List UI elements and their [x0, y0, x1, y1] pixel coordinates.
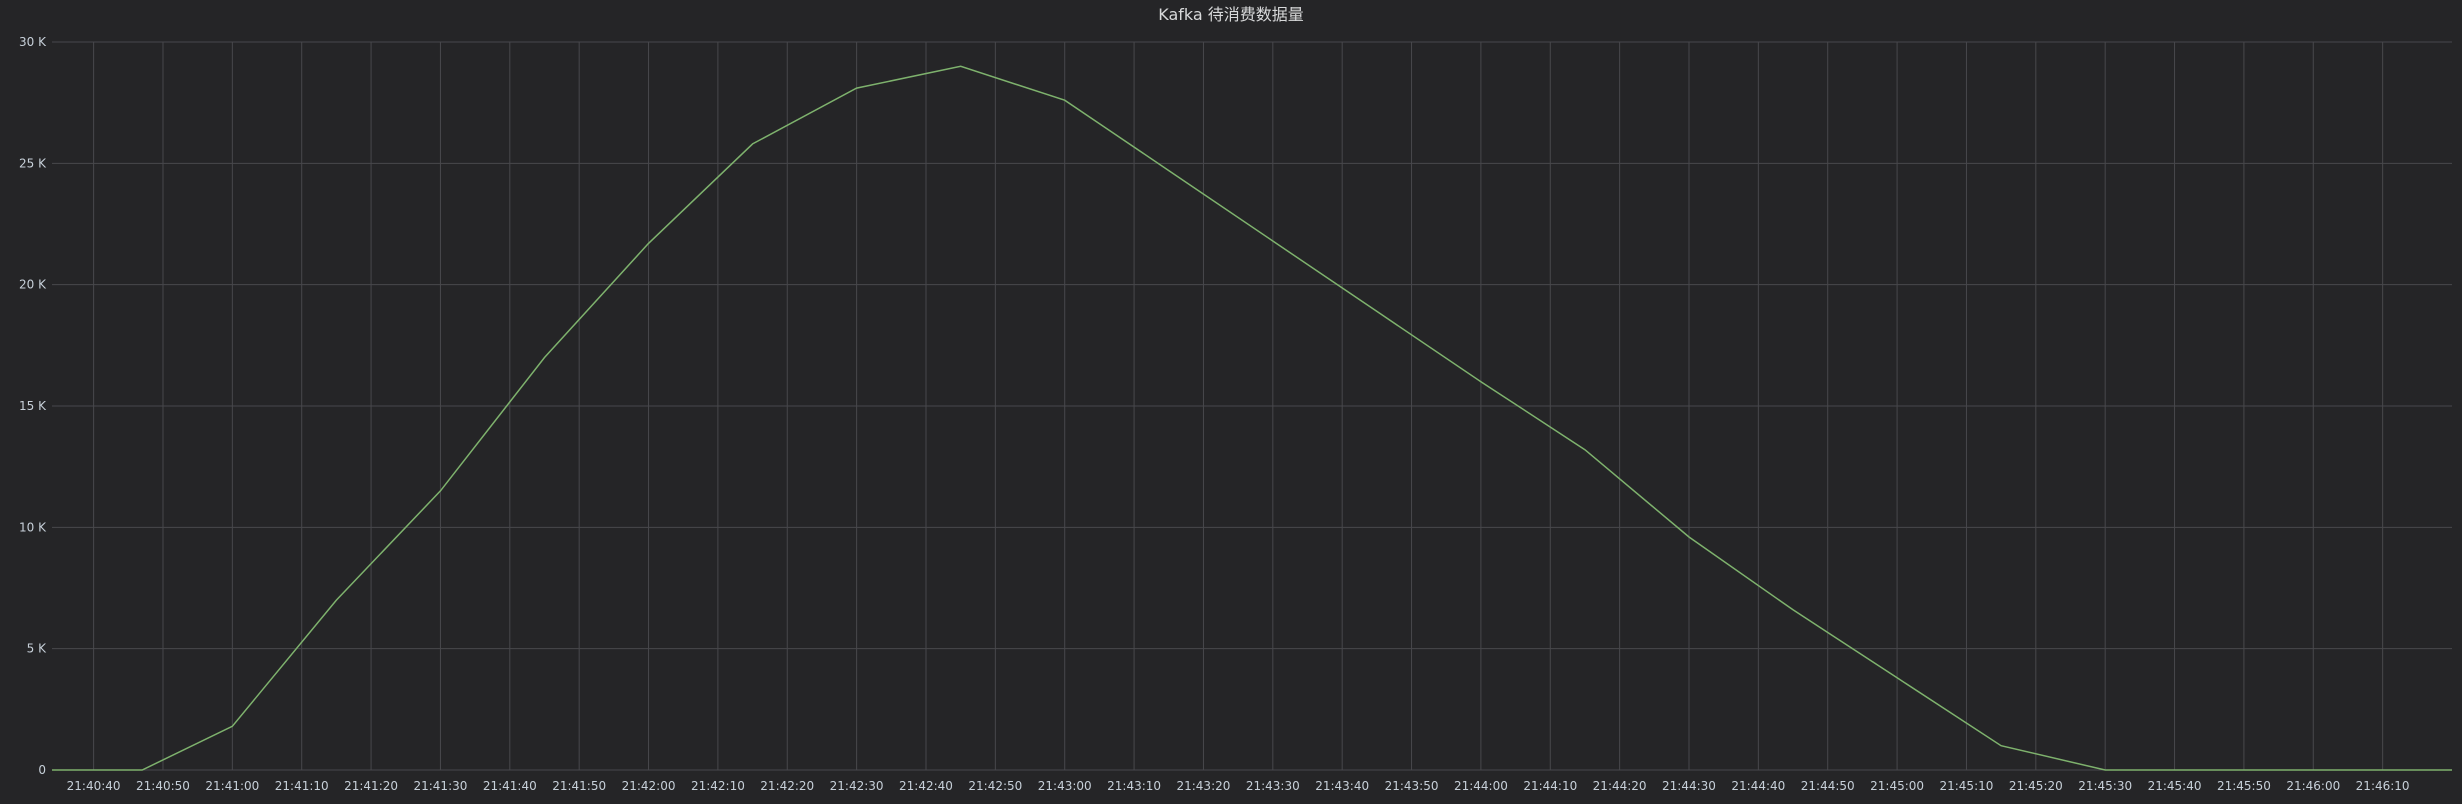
y-axis: 0 5 K 10 K 15 K 20 K 25 K 30 K: [19, 35, 47, 777]
x-tick-label: 21:42:50: [968, 779, 1022, 793]
y-tick-label: 30 K: [19, 35, 47, 49]
x-gridlines: [93, 42, 2384, 770]
x-tick-label: 21:41:00: [205, 779, 259, 793]
x-tick-label: 21:43:30: [1246, 779, 1300, 793]
x-tick-label: 21:43:40: [1315, 779, 1369, 793]
y-tick-label: 0: [38, 763, 46, 777]
x-tick-label: 21:42:00: [622, 779, 676, 793]
x-tick-label: 21:45:30: [2078, 779, 2132, 793]
x-tick-label: 21:44:00: [1454, 779, 1508, 793]
x-tick-label: 21:41:20: [344, 779, 398, 793]
y-tick-label: 15 K: [19, 399, 47, 413]
x-tick-label: 21:41:40: [483, 779, 537, 793]
x-tick-label: 21:46:10: [2356, 779, 2410, 793]
x-tick-label: 21:46:00: [2286, 779, 2340, 793]
y-tick-label: 20 K: [19, 278, 47, 292]
x-tick-label: 21:45:20: [2009, 779, 2063, 793]
x-tick-label: 21:45:10: [1939, 779, 1993, 793]
x-tick-label: 21:43:00: [1038, 779, 1092, 793]
x-tick-label: 21:45:50: [2217, 779, 2271, 793]
x-tick-label: 21:44:40: [1731, 779, 1785, 793]
x-tick-label: 21:45:40: [2148, 779, 2202, 793]
x-tick-label: 21:43:20: [1176, 779, 1230, 793]
x-tick-label: 21:44:30: [1662, 779, 1716, 793]
y-tick-label: 5 K: [27, 642, 47, 656]
chart-title: Kafka 待消费数据量: [1158, 5, 1304, 24]
y-tick-label: 25 K: [19, 156, 47, 170]
y-tick-label: 10 K: [19, 520, 47, 534]
x-tick-label: 21:45:00: [1870, 779, 1924, 793]
x-axis: 21:40:40 21:40:50 21:41:00 21:41:10 21:41:20…: [67, 779, 2410, 793]
x-tick-label: 21:44:20: [1593, 779, 1647, 793]
x-tick-label: 21:44:10: [1523, 779, 1577, 793]
x-tick-label: 21:42:10: [691, 779, 745, 793]
y-gridlines: [52, 41, 2452, 771]
x-tick-label: 21:40:40: [67, 779, 121, 793]
x-tick-label: 21:40:50: [136, 779, 190, 793]
series-line[interactable]: [52, 65, 2452, 771]
x-tick-label: 21:41:10: [275, 779, 329, 793]
x-tick-label: 21:42:30: [830, 779, 884, 793]
x-tick-label: 21:42:20: [760, 779, 814, 793]
x-tick-label: 21:44:50: [1801, 779, 1855, 793]
x-tick-label: 21:43:10: [1107, 779, 1161, 793]
x-tick-label: 21:41:30: [413, 779, 467, 793]
x-tick-label: 21:42:40: [899, 779, 953, 793]
series-layer: [52, 65, 2452, 771]
x-tick-label: 21:41:50: [552, 779, 606, 793]
x-tick-label: 21:43:50: [1385, 779, 1439, 793]
